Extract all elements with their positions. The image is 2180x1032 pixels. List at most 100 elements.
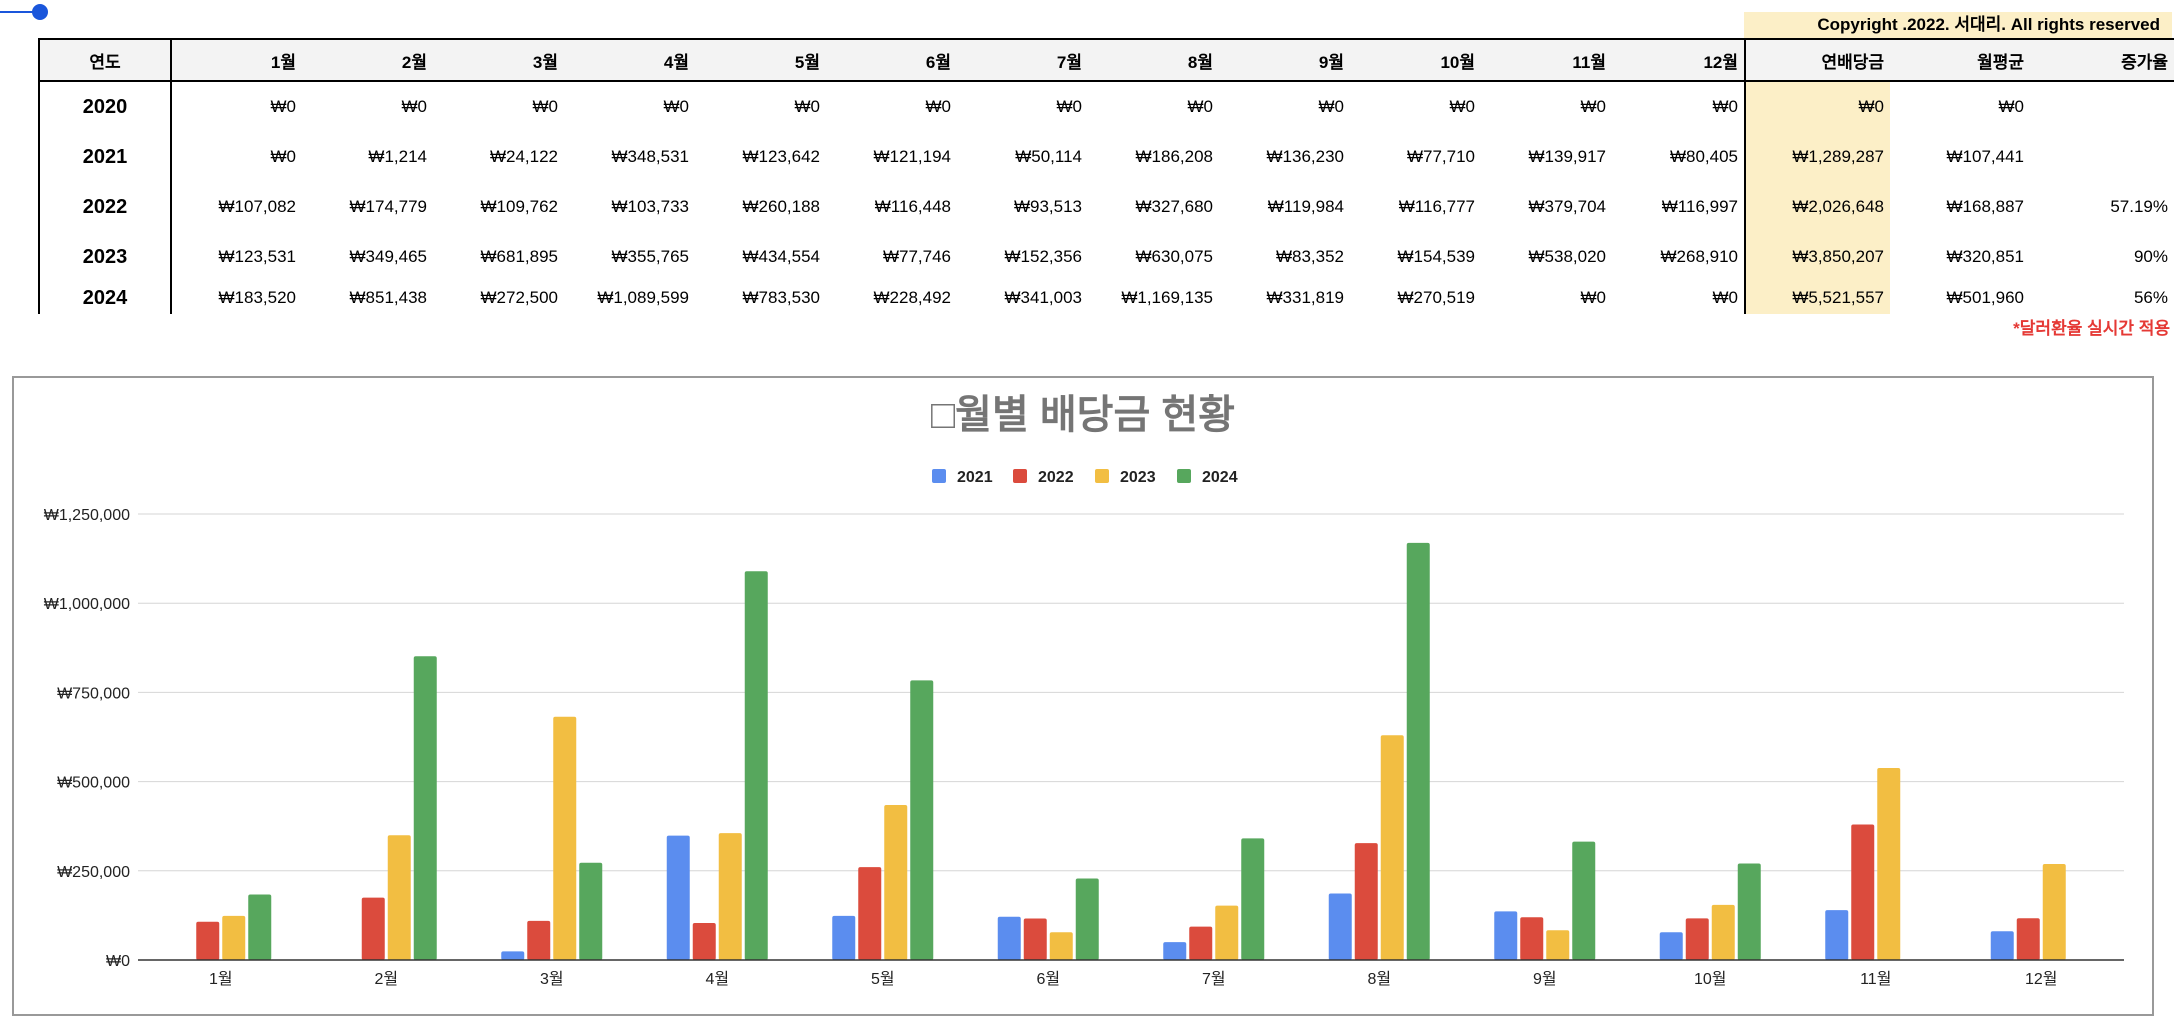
bar-2024-5[interactable] xyxy=(910,680,934,960)
cell-annual[interactable]: ₩1,289,287 xyxy=(1744,132,1890,182)
cell-month-value[interactable]: ₩681,895 xyxy=(480,247,559,266)
cell-month-value[interactable]: ₩154,539 xyxy=(1397,247,1476,266)
cell-month-value[interactable]: ₩0 xyxy=(1449,97,1476,116)
bar-2022-10[interactable] xyxy=(1685,918,1709,960)
bar-2022-11[interactable] xyxy=(1851,824,1875,960)
cell-month-value[interactable]: ₩116,448 xyxy=(874,197,951,216)
cell-annual[interactable]: ₩3,850,207 xyxy=(1744,232,1890,282)
cell-monthly-avg[interactable]: ₩501,960 xyxy=(1946,288,2025,307)
bar-2023-1[interactable] xyxy=(222,915,246,960)
cell-annual[interactable]: ₩2,026,648 xyxy=(1744,182,1890,232)
cell-month-value[interactable]: ₩0 xyxy=(1187,97,1214,116)
cell-month-value[interactable]: ₩0 xyxy=(925,97,952,116)
bar-2021-10[interactable] xyxy=(1659,932,1683,960)
cell-month-value[interactable]: ₩0 xyxy=(1580,288,1607,307)
cell-month-value[interactable]: ₩119,984 xyxy=(1267,197,1344,216)
bar-2021-8[interactable] xyxy=(1328,893,1352,960)
cell-growth[interactable]: 56% xyxy=(2133,288,2168,307)
cell-month-value[interactable]: ₩50,114 xyxy=(1015,147,1082,166)
legend-label-2023[interactable]: 2023 xyxy=(1120,469,1156,486)
cell-month-value[interactable]: ₩538,020 xyxy=(1528,247,1607,266)
cell-month-value[interactable]: ₩0 xyxy=(1712,288,1739,307)
bar-2023-3[interactable] xyxy=(553,716,577,960)
handle-dot[interactable] xyxy=(32,4,48,20)
cell-month-value[interactable]: ₩434,554 xyxy=(742,247,821,266)
bar-2023-2[interactable] xyxy=(387,835,411,960)
cell-month-value[interactable]: ₩0 xyxy=(1318,97,1345,116)
bar-2021-4[interactable] xyxy=(666,835,690,960)
legend-label-2024[interactable]: 2024 xyxy=(1202,469,1238,486)
cell-month-value[interactable]: ₩228,492 xyxy=(873,288,952,307)
chart-frame[interactable]: □월별 배당금 현황 2021 2022 2023 2024 ₩0 ₩250,000 ₩500… xyxy=(12,376,2154,1016)
cell-month-value[interactable]: ₩379,704 xyxy=(1528,197,1607,216)
bar-2023-4[interactable] xyxy=(718,833,742,960)
cell-growth[interactable] xyxy=(2030,132,2174,182)
bar-2022-4[interactable] xyxy=(692,922,716,960)
cell-month-value[interactable]: ₩109,762 xyxy=(480,197,559,216)
cell-month-value[interactable]: ₩0 xyxy=(794,97,821,116)
cell-month-value[interactable]: ₩103,733 xyxy=(611,197,690,216)
bar-2024-7[interactable] xyxy=(1241,838,1265,960)
cell-month-value[interactable]: ₩77,746 xyxy=(882,247,951,266)
selection-handle-icon[interactable] xyxy=(0,0,60,30)
cell-month-value[interactable]: ₩116,777 xyxy=(1398,197,1475,216)
bar-2022-7[interactable] xyxy=(1189,926,1213,960)
cell-month-value[interactable]: ₩24,122 xyxy=(489,147,558,166)
bar-2024-6[interactable] xyxy=(1075,878,1099,960)
cell-month-value[interactable]: ₩139,917 xyxy=(1528,147,1607,166)
bar-2024-4[interactable] xyxy=(744,571,768,960)
bar-2021-3[interactable] xyxy=(501,951,525,960)
cell-monthly-avg[interactable]: ₩168,887 xyxy=(1946,197,2025,216)
cell-month-value[interactable]: ₩1,089,599 xyxy=(597,288,689,307)
cell-month-value[interactable]: ₩80,405 xyxy=(1669,147,1738,166)
cell-month-value[interactable]: ₩0 xyxy=(663,97,690,116)
bar-2021-9[interactable] xyxy=(1494,911,1518,960)
cell-monthly-avg[interactable]: ₩320,851 xyxy=(1946,247,2025,266)
cell-month-value[interactable]: ₩0 xyxy=(1712,97,1739,116)
legend-swatch-2024[interactable] xyxy=(1177,469,1191,483)
cell-month-value[interactable]: ₩136,230 xyxy=(1266,147,1345,166)
bar-2021-5[interactable] xyxy=(832,915,856,960)
cell-monthly-avg[interactable]: ₩0 xyxy=(1998,97,2025,116)
cell-monthly-avg[interactable]: ₩107,441 xyxy=(1946,147,2025,166)
cell-month-value[interactable]: ₩272,500 xyxy=(480,288,559,307)
cell-month-value[interactable]: ₩327,680 xyxy=(1135,197,1214,216)
cell-month-value[interactable]: ₩341,003 xyxy=(1004,288,1083,307)
bar-2024-1[interactable] xyxy=(248,894,272,960)
cell-growth[interactable] xyxy=(2030,81,2174,132)
bar-2023-9[interactable] xyxy=(1546,930,1570,960)
cell-month-value[interactable]: ₩260,188 xyxy=(742,197,821,216)
cell-month-value[interactable]: ₩183,520 xyxy=(218,288,297,307)
bar-2022-12[interactable] xyxy=(2016,918,2040,960)
cell-month-value[interactable]: ₩93,513 xyxy=(1013,197,1082,216)
cell-month-value[interactable]: ₩268,910 xyxy=(1660,247,1739,266)
cell-month-value[interactable]: ₩152,356 xyxy=(1004,247,1083,266)
bar-2024-8[interactable] xyxy=(1406,542,1430,960)
cell-month-value[interactable]: ₩0 xyxy=(532,97,559,116)
cell-month-value[interactable]: ₩123,531 xyxy=(218,247,297,266)
bar-2023-10[interactable] xyxy=(1711,904,1735,960)
bar-2022-8[interactable] xyxy=(1354,843,1378,960)
bar-2023-6[interactable] xyxy=(1049,932,1073,960)
cell-month-value[interactable]: ₩1,169,135 xyxy=(1121,288,1213,307)
cell-month-value[interactable]: ₩186,208 xyxy=(1135,147,1214,166)
bar-2023-7[interactable] xyxy=(1215,905,1239,960)
bar-2023-12[interactable] xyxy=(2042,864,2066,960)
cell-month-value[interactable]: ₩348,531 xyxy=(611,147,690,166)
cell-month-value[interactable]: ₩83,352 xyxy=(1275,247,1344,266)
cell-growth[interactable]: 57.19% xyxy=(2110,197,2168,216)
bar-2024-3[interactable] xyxy=(579,862,603,960)
bar-2021-6[interactable] xyxy=(997,916,1021,960)
bar-2022-2[interactable] xyxy=(361,897,385,960)
cell-month-value[interactable]: ₩116,997 xyxy=(1661,197,1738,216)
cell-month-value[interactable]: ₩123,642 xyxy=(742,147,821,166)
cell-month-value[interactable]: ₩174,779 xyxy=(349,197,428,216)
cell-month-value[interactable]: ₩0 xyxy=(270,97,297,116)
bar-2023-5[interactable] xyxy=(884,804,908,960)
bar-2022-1[interactable] xyxy=(196,921,220,960)
cell-month-value[interactable]: ₩331,819 xyxy=(1266,288,1345,307)
cell-month-value[interactable]: ₩630,075 xyxy=(1135,247,1214,266)
bar-2022-9[interactable] xyxy=(1520,917,1544,960)
bar-2023-11[interactable] xyxy=(1877,768,1901,960)
cell-annual[interactable]: ₩0 xyxy=(1744,81,1890,132)
